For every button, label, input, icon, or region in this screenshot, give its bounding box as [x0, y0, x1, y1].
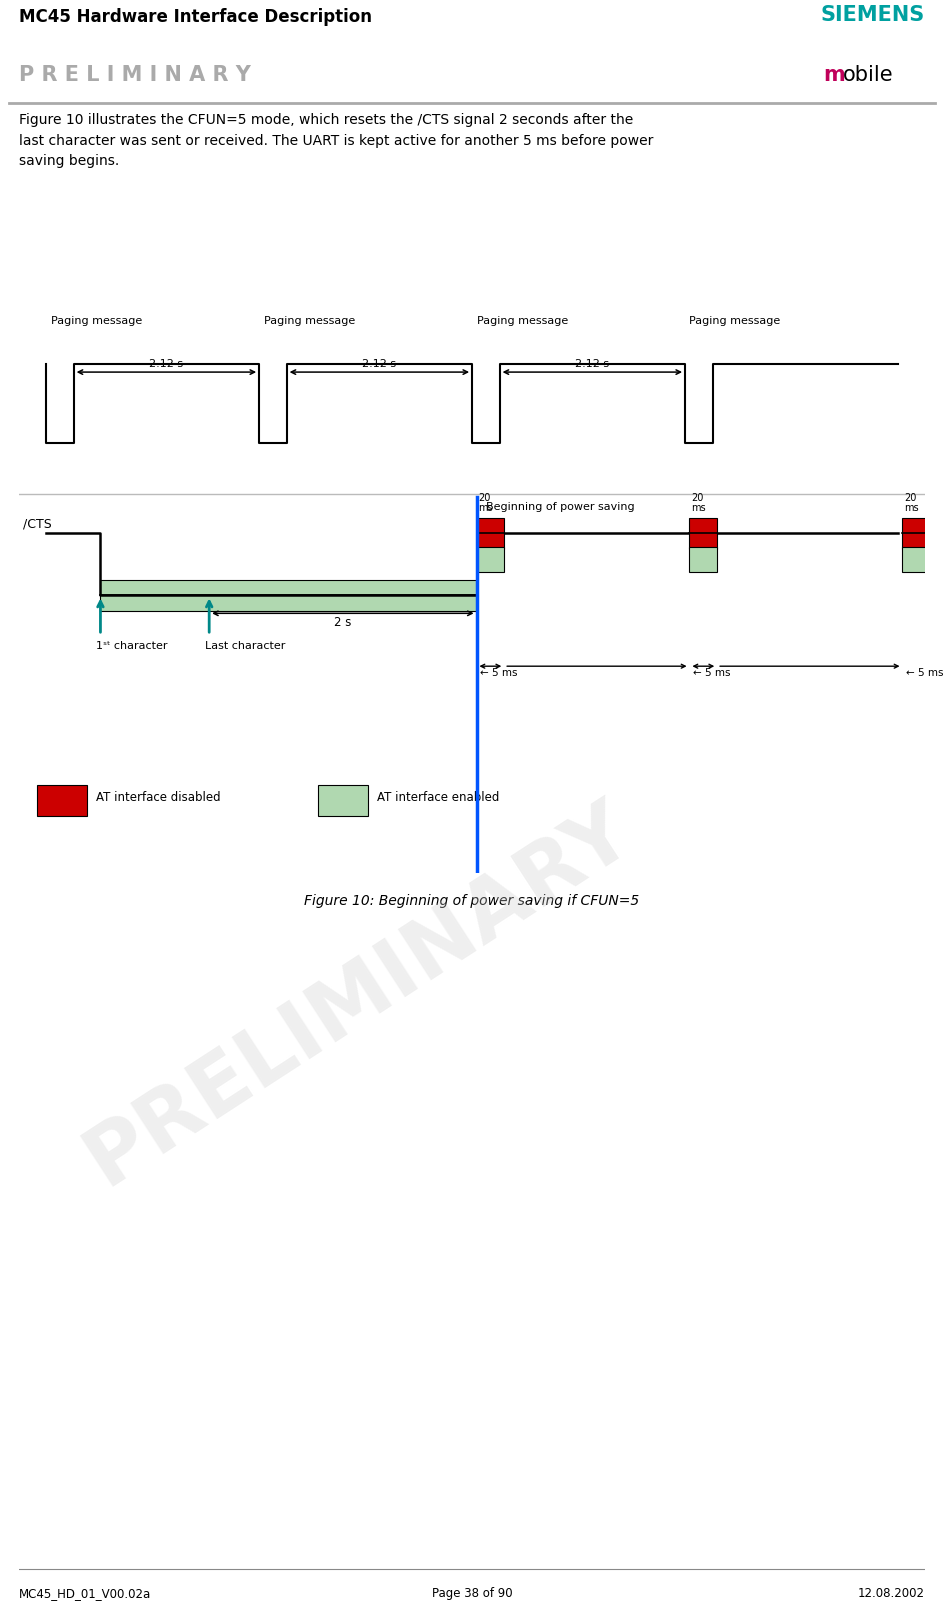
Text: Paging message: Paging message	[263, 315, 355, 325]
Text: /CTS: /CTS	[24, 517, 52, 530]
Text: Paging message: Paging message	[689, 315, 781, 325]
Text: Page 38 of 90: Page 38 of 90	[431, 1587, 513, 1600]
Text: 1ˢᵗ character: 1ˢᵗ character	[96, 640, 167, 651]
Text: ← 5 ms: ← 5 ms	[480, 669, 517, 679]
Text: P R E L I M I N A R Y: P R E L I M I N A R Y	[19, 65, 251, 86]
Text: 20
ms: 20 ms	[904, 493, 919, 514]
Bar	[37, 785, 87, 816]
Text: 20
ms: 20 ms	[479, 493, 493, 514]
Text: MC45 Hardware Interface Description: MC45 Hardware Interface Description	[19, 8, 372, 26]
Bar	[689, 548, 717, 572]
Text: AT interface disabled: AT interface disabled	[96, 792, 221, 805]
Bar	[477, 517, 504, 549]
Text: 2.12 s: 2.12 s	[362, 359, 396, 368]
Bar	[902, 517, 930, 549]
Text: 20
ms: 20 ms	[691, 493, 706, 514]
Bar	[100, 580, 477, 611]
Text: MC45_HD_01_V00.02a: MC45_HD_01_V00.02a	[19, 1587, 151, 1600]
Text: 2 s: 2 s	[334, 616, 351, 629]
Text: SIEMENS: SIEMENS	[821, 5, 925, 26]
Text: ← 5 ms: ← 5 ms	[693, 669, 731, 679]
Text: m: m	[823, 65, 845, 86]
Text: AT interface enabled: AT interface enabled	[377, 792, 499, 805]
Text: 2.12 s: 2.12 s	[149, 359, 183, 368]
Text: 2.12 s: 2.12 s	[575, 359, 610, 368]
Bar	[689, 517, 717, 549]
Bar	[902, 548, 930, 572]
Text: Figure 10: Beginning of power saving if CFUN=5: Figure 10: Beginning of power saving if …	[304, 894, 640, 908]
Bar	[477, 548, 504, 572]
Text: Paging message: Paging message	[51, 315, 142, 325]
Bar	[318, 785, 368, 816]
Text: Last character: Last character	[205, 640, 285, 651]
Text: Paging message: Paging message	[477, 315, 567, 325]
Text: ← 5 ms: ← 5 ms	[906, 669, 944, 679]
Text: PRELIMINARY: PRELIMINARY	[71, 789, 647, 1202]
Text: Figure 10 illustrates the CFUN=5 mode, which resets the /CTS signal 2 seconds af: Figure 10 illustrates the CFUN=5 mode, w…	[19, 113, 653, 168]
Text: Beginning of power saving: Beginning of power saving	[485, 503, 634, 512]
Text: obile: obile	[843, 65, 894, 86]
Text: 12.08.2002: 12.08.2002	[858, 1587, 925, 1600]
